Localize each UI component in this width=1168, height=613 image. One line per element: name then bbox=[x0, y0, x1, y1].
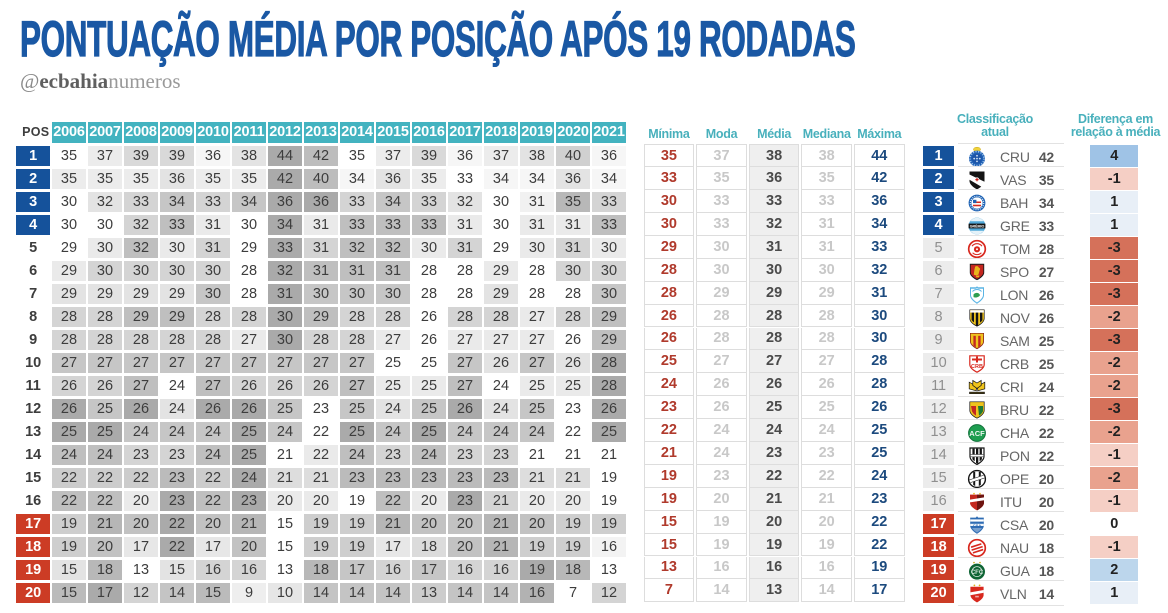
svg-text:ACF: ACF bbox=[969, 429, 985, 438]
svg-text:CFC: CFC bbox=[971, 570, 984, 576]
svg-text:CRB: CRB bbox=[971, 364, 983, 370]
svg-text:CSA: CSA bbox=[973, 523, 982, 528]
svg-text:GRÊMIO: GRÊMIO bbox=[970, 223, 985, 228]
